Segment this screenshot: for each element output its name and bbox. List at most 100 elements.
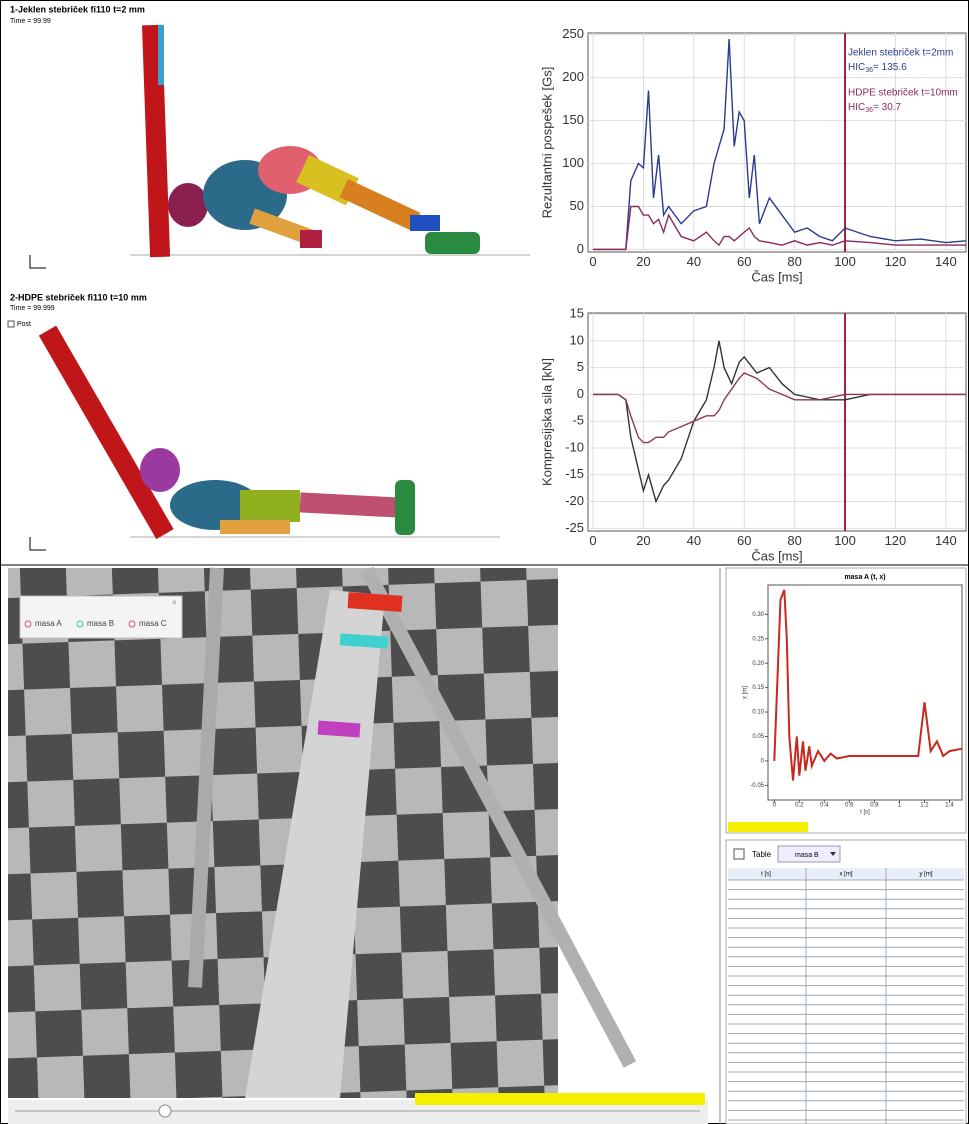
sim-time: Time = 99.99 xyxy=(10,18,51,25)
x-tick-label: 140 xyxy=(935,254,957,269)
y-tick-label: 15 xyxy=(570,306,584,321)
page: 1-Jeklen stebriček fi110 t=2 mm Time = 9… xyxy=(0,0,969,1124)
hic-label: HIC xyxy=(848,62,865,73)
x-tick-label: 40 xyxy=(687,254,701,269)
y-tick-label: 100 xyxy=(562,155,584,170)
close-icon: × xyxy=(172,598,177,607)
y-tick-label: -10 xyxy=(565,439,584,454)
y-tick-label: -20 xyxy=(565,493,584,508)
head xyxy=(168,183,208,227)
x-tick-label: 80 xyxy=(787,533,801,548)
axes-icon xyxy=(30,537,46,550)
y-tick-label: -0.05 xyxy=(750,783,764,789)
hand xyxy=(300,230,322,248)
axes-icon xyxy=(30,255,46,268)
x-tick-label: 0 xyxy=(589,254,596,269)
x-tick-label: 0.6 xyxy=(845,802,854,808)
x-tick-label: 0.8 xyxy=(870,802,879,808)
post-box xyxy=(8,321,14,327)
table-title: Table xyxy=(752,850,772,859)
y-tick-label: 150 xyxy=(562,112,584,127)
table: Table masa B t [s] x [m] y [m] xyxy=(726,840,966,1124)
hic-label: HIC xyxy=(848,102,865,113)
x-tick-label: 1.2 xyxy=(920,802,929,808)
head xyxy=(140,448,180,492)
x-axis-label: Čas [ms] xyxy=(751,548,802,563)
hic-annotation: HIC36= 135.6 xyxy=(848,62,907,74)
x-tick-label: 140 xyxy=(935,533,957,548)
x-tick-label: 0 xyxy=(589,533,596,548)
x-tick-label: 20 xyxy=(636,254,650,269)
pole-top xyxy=(158,25,164,85)
point-label: masa C xyxy=(139,619,167,628)
hic-sub: 36 xyxy=(865,107,873,114)
x-tick-label: 1.4 xyxy=(945,802,954,808)
simulation-2: 2-HDPE stebriček fi110 t=10 mm Time = 99… xyxy=(8,292,500,550)
y-tick-label: 0.10 xyxy=(752,710,764,716)
hic-text: = 30.7 xyxy=(873,102,902,113)
hic-text: = 135.6 xyxy=(873,62,907,73)
foot xyxy=(395,480,415,535)
pole xyxy=(142,25,170,258)
plot-area xyxy=(768,585,962,800)
y-tick-label: 250 xyxy=(562,26,584,41)
leg xyxy=(340,179,421,231)
point-label: masa A xyxy=(35,619,62,628)
x-tick-label: 0.4 xyxy=(820,802,829,808)
y-tick-label: -15 xyxy=(565,466,584,481)
marker-c xyxy=(318,721,361,738)
pole xyxy=(39,326,174,540)
sim-title: 2-HDPE stebriček fi110 t=10 mm xyxy=(10,292,147,302)
pelvis xyxy=(240,490,300,522)
x-tick-label: 40 xyxy=(687,533,701,548)
video: × masa A masa B masa C xyxy=(8,567,708,1124)
hic-annotation: HIC36= 30.7 xyxy=(848,102,902,114)
column-header: x [m] xyxy=(840,872,853,878)
x-tick-label: 120 xyxy=(885,254,907,269)
x-axis-label: t [s] xyxy=(860,810,870,816)
slider-knob[interactable] xyxy=(159,1105,171,1117)
x-tick-label: 100 xyxy=(834,254,856,269)
x-tick-label: 80 xyxy=(787,254,801,269)
x-tick-label: 0.2 xyxy=(795,802,804,808)
x-axis-label: Čas [ms] xyxy=(751,269,802,284)
chart-title: masa A (t, x) xyxy=(844,574,885,581)
sim-title: 1-Jeklen stebriček fi110 t=2 mm xyxy=(10,4,145,14)
y-axis-label: Rezultantni pospešek [Gs] xyxy=(539,67,554,219)
x-tick-label: 100 xyxy=(834,533,856,548)
y-tick-label: 0.25 xyxy=(752,636,764,642)
selector-value: masa B xyxy=(795,852,819,859)
y-tick-label: 5 xyxy=(577,359,584,374)
x-tick-label: 60 xyxy=(737,254,751,269)
y-tick-label: 0.15 xyxy=(752,685,764,691)
x-tick-label: 20 xyxy=(636,533,650,548)
legend-entry: HDPE stebriček t=10mm xyxy=(848,88,958,99)
arm xyxy=(220,520,290,534)
y-tick-label: 0.20 xyxy=(752,661,764,667)
plot-area xyxy=(588,313,966,531)
cursor-readout xyxy=(728,822,808,832)
y-tick-label: 0.30 xyxy=(752,612,764,618)
y-axis-label: Kompresijska sila [kN] xyxy=(539,358,554,486)
x-tick-label: 60 xyxy=(737,533,751,548)
x-tick-label: 120 xyxy=(885,533,907,548)
legend-entry: Jeklen stebriček t=2mm xyxy=(848,48,953,59)
foot xyxy=(425,232,480,254)
simulation-1: 1-Jeklen stebriček fi110 t=2 mm Time = 9… xyxy=(10,4,530,268)
y-tick-label: -25 xyxy=(565,520,584,535)
point-label: masa B xyxy=(87,619,114,628)
column-header: t [s] xyxy=(761,872,771,878)
y-tick-label: 0.05 xyxy=(752,734,764,740)
y-axis-label: x [m] xyxy=(743,686,749,699)
column-header: y [m] xyxy=(920,872,933,878)
y-tick-label: 0 xyxy=(577,386,584,401)
y-tick-label: 0 xyxy=(577,241,584,256)
sim-time: Time = 99.999 xyxy=(10,305,55,312)
hic-sub: 36 xyxy=(865,67,873,74)
y-tick-label: 50 xyxy=(570,198,584,213)
status-bar xyxy=(415,1093,705,1105)
point-control xyxy=(20,596,182,638)
y-tick-label: 10 xyxy=(570,332,584,347)
y-tick-label: 200 xyxy=(562,69,584,84)
y-tick-label: -5 xyxy=(572,413,584,428)
